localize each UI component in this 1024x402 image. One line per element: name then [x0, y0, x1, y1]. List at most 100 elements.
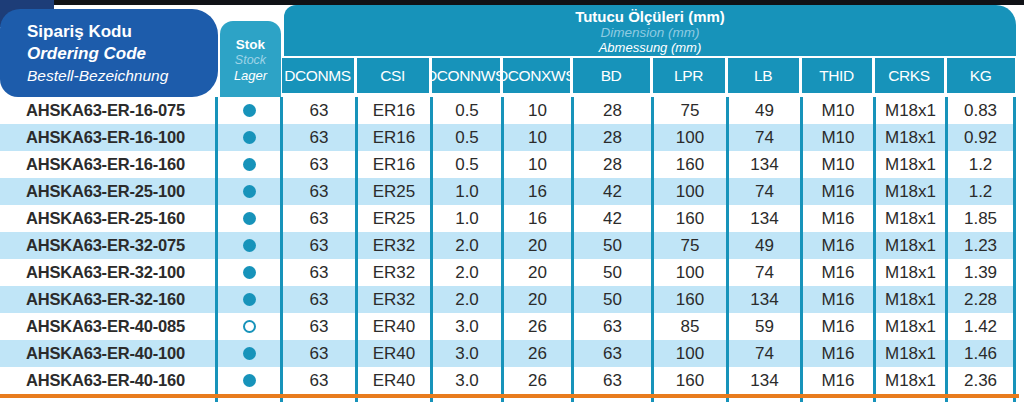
value-cell-thid: M16 [800, 313, 873, 340]
table-row: AHSKA63-ER-16-160 63 ER16 0.5 10 28 160 … [0, 151, 1016, 178]
ordering-code-cell: AHSKA63-ER-16-160 [0, 151, 215, 178]
value-cell-lb: 134 [726, 205, 800, 232]
value-cell-dconnws: 2.0 [430, 259, 501, 286]
value-cell-kg: 2.36 [945, 367, 1016, 394]
ordering-code-label-en: Ordering Code [27, 43, 218, 65]
value-cell-dconxws: 20 [501, 232, 571, 259]
table-row: AHSKA63-ER-32-160 63 ER32 2.0 20 50 160 … [0, 286, 1016, 313]
value-cell-crks: M18x1 [873, 286, 945, 313]
value-cell-kg: 1.85 [945, 205, 1016, 232]
value-cell-csi: ER32 [355, 232, 430, 259]
value-cell-csi: ER32 [355, 286, 430, 313]
value-cell-csi: ER25 [355, 178, 430, 205]
value-cell-dconms: 63 [280, 367, 355, 394]
value-cell-dconxws: 20 [501, 286, 571, 313]
value-cell-thid: M16 [800, 367, 873, 394]
value-cell-thid: M10 [800, 124, 873, 151]
value-cell-bd: 28 [571, 124, 651, 151]
value-cell-bd: 63 [571, 340, 651, 367]
value-cell-lb: 74 [726, 340, 800, 367]
stock-cell [215, 232, 280, 259]
value-cell-bd: 63 [571, 313, 651, 340]
stock-cell [215, 286, 280, 313]
value-cell-crks: M18x1 [873, 151, 945, 178]
value-cell-lb: 74 [726, 259, 800, 286]
value-cell-dconxws: 16 [501, 205, 571, 232]
table-row: AHSKA63-ER-16-075 63 ER16 0.5 10 28 75 4… [0, 97, 1016, 124]
value-cell-dconms: 63 [280, 124, 355, 151]
value-cell-dconnws: 2.0 [430, 286, 501, 313]
value-cell-lpr: 160 [651, 367, 726, 394]
value-cell-dconms: 63 [280, 340, 355, 367]
value-cell-csi: ER16 [355, 151, 430, 178]
table-row: AHSKA63-ER-40-160 63 ER40 3.0 26 63 160 … [0, 367, 1016, 394]
value-cell-dconnws: 1.0 [430, 178, 501, 205]
value-cell-crks: M18x1 [873, 340, 945, 367]
value-cell-thid: M10 [800, 97, 873, 124]
value-cell-lpr: 100 [651, 178, 726, 205]
value-cell-kg: 0.92 [945, 124, 1016, 151]
value-cell-dconnws: 0.5 [430, 151, 501, 178]
value-cell-kg: 1.39 [945, 259, 1016, 286]
value-cell-kg: 1.2 [945, 151, 1016, 178]
value-cell-thid: M16 [800, 232, 873, 259]
ordering-code-header: Sipariş Kodu Ordering Code Bestell-Bezei… [0, 9, 218, 97]
value-cell-lb: 134 [726, 367, 800, 394]
stock-dot-icon [243, 347, 256, 360]
stock-cell [215, 367, 280, 394]
stock-dot-icon [243, 104, 256, 117]
value-cell-lpr: 100 [651, 340, 726, 367]
value-cell-lpr: 100 [651, 124, 726, 151]
value-cell-dconxws: 20 [501, 259, 571, 286]
value-cell-dconxws: 26 [501, 313, 571, 340]
value-cell-kg: 0.83 [945, 97, 1016, 124]
value-cell-crks: M18x1 [873, 313, 945, 340]
value-cell-dconms: 63 [280, 232, 355, 259]
stock-cell [215, 313, 280, 340]
value-cell-lpr: 160 [651, 151, 726, 178]
ordering-code-cell: AHSKA63-ER-16-075 [0, 97, 215, 124]
table-row: AHSKA63-ER-25-160 63 ER25 1.0 16 42 160 … [0, 205, 1016, 232]
stock-dot-icon [243, 158, 256, 171]
value-cell-crks: M18x1 [873, 178, 945, 205]
value-cell-csi: ER25 [355, 205, 430, 232]
ordering-code-label-de: Bestell-Bezeichnung [27, 65, 218, 87]
stock-cell [215, 124, 280, 151]
value-cell-crks: M18x1 [873, 97, 945, 124]
value-cell-thid: M16 [800, 259, 873, 286]
stock-dot-icon [243, 131, 256, 144]
value-cell-lpr: 160 [651, 286, 726, 313]
value-cell-dconms: 63 [280, 286, 355, 313]
value-cell-csi: ER40 [355, 367, 430, 394]
value-cell-dconnws: 0.5 [430, 97, 501, 124]
value-cell-lb: 74 [726, 124, 800, 151]
value-cell-bd: 42 [571, 205, 651, 232]
table-row: AHSKA63-ER-40-085 63 ER40 3.0 26 63 85 5… [0, 313, 1016, 340]
value-cell-csi: ER40 [355, 313, 430, 340]
value-cell-kg: 1.46 [945, 340, 1016, 367]
value-cell-lb: 74 [726, 178, 800, 205]
value-cell-dconnws: 2.0 [430, 232, 501, 259]
stock-cell [215, 259, 280, 286]
column-header-csi: CSI [357, 58, 429, 93]
value-cell-dconms: 63 [280, 178, 355, 205]
table-row: AHSKA63-ER-25-100 63 ER25 1.0 16 42 100 … [0, 178, 1016, 205]
ordering-code-cell: AHSKA63-ER-25-160 [0, 205, 215, 232]
column-header-row: DCONMS CSI DCONNWS DCONXWS BD LPR LB THI… [280, 58, 1016, 93]
value-cell-kg: 1.42 [945, 313, 1016, 340]
partial-row [0, 398, 1016, 402]
value-cell-dconms: 63 [280, 313, 355, 340]
value-cell-thid: M16 [800, 286, 873, 313]
stock-dot-icon [243, 293, 256, 306]
value-cell-dconxws: 10 [501, 124, 571, 151]
value-cell-dconms: 63 [280, 205, 355, 232]
ordering-code-label-tr: Sipariş Kodu [27, 21, 218, 43]
value-cell-dconms: 63 [280, 97, 355, 124]
column-header-bd: BD [573, 58, 650, 93]
value-cell-crks: M18x1 [873, 124, 945, 151]
stock-label-tr: Stok [220, 37, 281, 53]
ordering-code-cell: AHSKA63-ER-40-100 [0, 340, 215, 367]
value-cell-crks: M18x1 [873, 232, 945, 259]
value-cell-lb: 49 [726, 97, 800, 124]
ordering-code-cell: AHSKA63-ER-25-100 [0, 178, 215, 205]
